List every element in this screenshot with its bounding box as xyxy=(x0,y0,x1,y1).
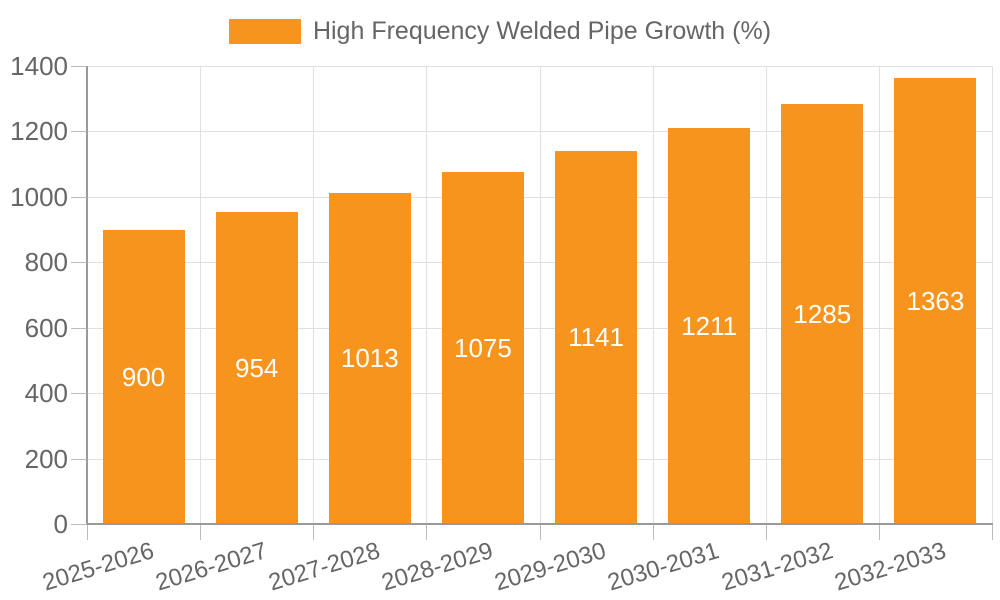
x-axis-tick xyxy=(765,525,767,540)
x-axis-tick xyxy=(652,525,654,540)
bar-2025-2026[interactable]: 900 xyxy=(102,229,185,524)
y-axis-line xyxy=(86,66,88,524)
y-axis-tick xyxy=(71,131,87,133)
legend-item[interactable]: High Frequency Welded Pipe Growth (%) xyxy=(228,17,772,46)
x-axis-tick-label: 2025-2026 xyxy=(39,537,157,597)
x-axis-tick-label: 2029-2030 xyxy=(491,537,610,597)
y-axis-tick-label: 1000 xyxy=(10,181,68,212)
y-axis-tick-label: 600 xyxy=(24,312,68,343)
legend: High Frequency Welded Pipe Growth (%) xyxy=(0,17,1000,46)
x-axis-tick xyxy=(426,525,428,540)
x-axis-tick-label: 2030-2031 xyxy=(604,537,723,597)
bar-value-label: 1285 xyxy=(793,298,852,329)
y-axis-tick-label: 1200 xyxy=(10,116,68,147)
legend-swatch-icon xyxy=(228,19,301,45)
x-axis-line xyxy=(87,523,993,525)
bar-value-label: 1141 xyxy=(568,322,625,353)
bar-2031-2032[interactable]: 1285 xyxy=(781,103,864,524)
gridline-vertical xyxy=(200,66,202,524)
gridline-vertical xyxy=(878,66,880,524)
x-axis-tick-label: 2032-2033 xyxy=(831,537,949,597)
bar-2027-2028[interactable]: 1013 xyxy=(328,192,411,524)
y-axis-tick xyxy=(71,66,87,67)
y-axis-tick-label: 400 xyxy=(24,378,68,409)
bar-2029-2030[interactable]: 1141 xyxy=(555,150,638,524)
bar-value-label: 900 xyxy=(121,361,166,392)
y-axis-tick xyxy=(71,458,87,460)
bar-2030-2031[interactable]: 1211 xyxy=(668,127,751,524)
x-axis-tick-label: 2027-2028 xyxy=(265,537,384,597)
bar-value-label: 1211 xyxy=(681,310,738,341)
y-axis-tick-label: 1400 xyxy=(10,51,68,81)
bar-2032-2033[interactable]: 1363 xyxy=(894,78,977,524)
y-axis-tick-label: 800 xyxy=(24,247,68,278)
x-axis-tick-label: 2031-2032 xyxy=(717,537,836,597)
y-axis-tick xyxy=(71,196,87,198)
gridline-vertical xyxy=(313,66,315,524)
gridline-vertical xyxy=(992,66,993,524)
x-axis-tick xyxy=(313,525,315,540)
gridline-vertical xyxy=(539,66,541,524)
x-axis-tick-label: 2026-2027 xyxy=(152,537,270,597)
gridline-vertical xyxy=(652,66,654,524)
x-axis-tick xyxy=(992,525,993,540)
bar-value-label: 1363 xyxy=(906,286,965,317)
bar-value-label: 1013 xyxy=(340,343,399,374)
x-axis-tick xyxy=(200,525,202,540)
bar-value-label: 954 xyxy=(234,352,279,383)
x-axis-tick xyxy=(539,525,541,540)
y-axis-tick xyxy=(71,524,87,525)
bar-value-label: 1075 xyxy=(454,333,512,364)
x-axis-tick xyxy=(878,525,880,540)
gridline-vertical xyxy=(765,66,767,524)
x-axis-tick xyxy=(87,525,88,540)
y-axis-tick-label: 0 xyxy=(53,509,68,539)
x-axis-tick-label: 2028-2029 xyxy=(378,537,497,597)
bar-2026-2027[interactable]: 954 xyxy=(215,211,298,524)
y-axis-tick xyxy=(71,393,87,395)
bar-2028-2029[interactable]: 1075 xyxy=(441,172,524,524)
y-axis-tick xyxy=(71,327,87,329)
y-axis-tick xyxy=(71,262,87,264)
legend-label: High Frequency Welded Pipe Growth (%) xyxy=(312,17,772,45)
y-axis-tick-label: 200 xyxy=(24,443,68,474)
plot-area: 900 954 1013 1075 1141 1211 1285 1363 xyxy=(87,66,993,524)
gridline-vertical xyxy=(426,66,428,524)
